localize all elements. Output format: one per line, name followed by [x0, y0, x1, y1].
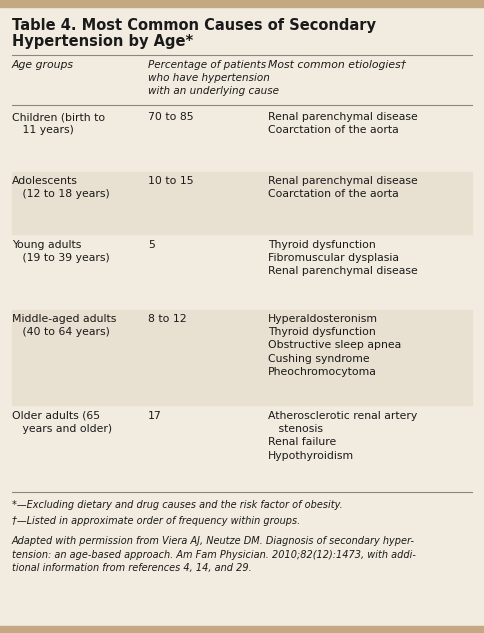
Text: *—Excluding dietary and drug causes and the risk factor of obesity.: *—Excluding dietary and drug causes and … — [12, 500, 343, 510]
Text: Young adults
   (19 to 39 years): Young adults (19 to 39 years) — [12, 240, 110, 263]
Text: Adapted with permission from Viera AJ, Neutze DM. Diagnosis of secondary hyper-
: Adapted with permission from Viera AJ, N… — [12, 536, 416, 573]
Text: Hypertension by Age*: Hypertension by Age* — [12, 34, 193, 49]
Text: 5: 5 — [148, 240, 155, 250]
Text: 70 to 85: 70 to 85 — [148, 112, 194, 122]
Text: Older adults (65
   years and older): Older adults (65 years and older) — [12, 411, 112, 434]
Text: Renal parenchymal disease
Coarctation of the aorta: Renal parenchymal disease Coarctation of… — [268, 176, 418, 199]
Bar — [12, 310, 472, 405]
Text: 17: 17 — [148, 411, 162, 421]
Bar — [0, 626, 484, 633]
Text: Children (birth to
   11 years): Children (birth to 11 years) — [12, 112, 105, 135]
Text: Most common etiologies†: Most common etiologies† — [268, 60, 406, 70]
Text: Atherosclerotic renal artery
   stenosis
Renal failure
Hypothyroidism: Atherosclerotic renal artery stenosis Re… — [268, 411, 417, 461]
Bar — [12, 172, 472, 234]
Text: Adolescents
   (12 to 18 years): Adolescents (12 to 18 years) — [12, 176, 110, 199]
Text: Percentage of patients
who have hypertension
with an underlying cause: Percentage of patients who have hyperten… — [148, 60, 279, 96]
Text: Middle-aged adults
   (40 to 64 years): Middle-aged adults (40 to 64 years) — [12, 314, 116, 337]
Text: Renal parenchymal disease
Coarctation of the aorta: Renal parenchymal disease Coarctation of… — [268, 112, 418, 135]
Text: Age groups: Age groups — [12, 60, 74, 70]
Text: 10 to 15: 10 to 15 — [148, 176, 194, 186]
Text: Hyperaldosteronism
Thyroid dysfunction
Obstructive sleep apnea
Cushing syndrome
: Hyperaldosteronism Thyroid dysfunction O… — [268, 314, 401, 377]
Text: †—Listed in approximate order of frequency within groups.: †—Listed in approximate order of frequen… — [12, 516, 300, 526]
Bar — [0, 0, 484, 7]
Text: Thyroid dysfunction
Fibromuscular dysplasia
Renal parenchymal disease: Thyroid dysfunction Fibromuscular dyspla… — [268, 240, 418, 277]
Text: 8 to 12: 8 to 12 — [148, 314, 187, 324]
Text: Table 4. Most Common Causes of Secondary: Table 4. Most Common Causes of Secondary — [12, 18, 376, 33]
